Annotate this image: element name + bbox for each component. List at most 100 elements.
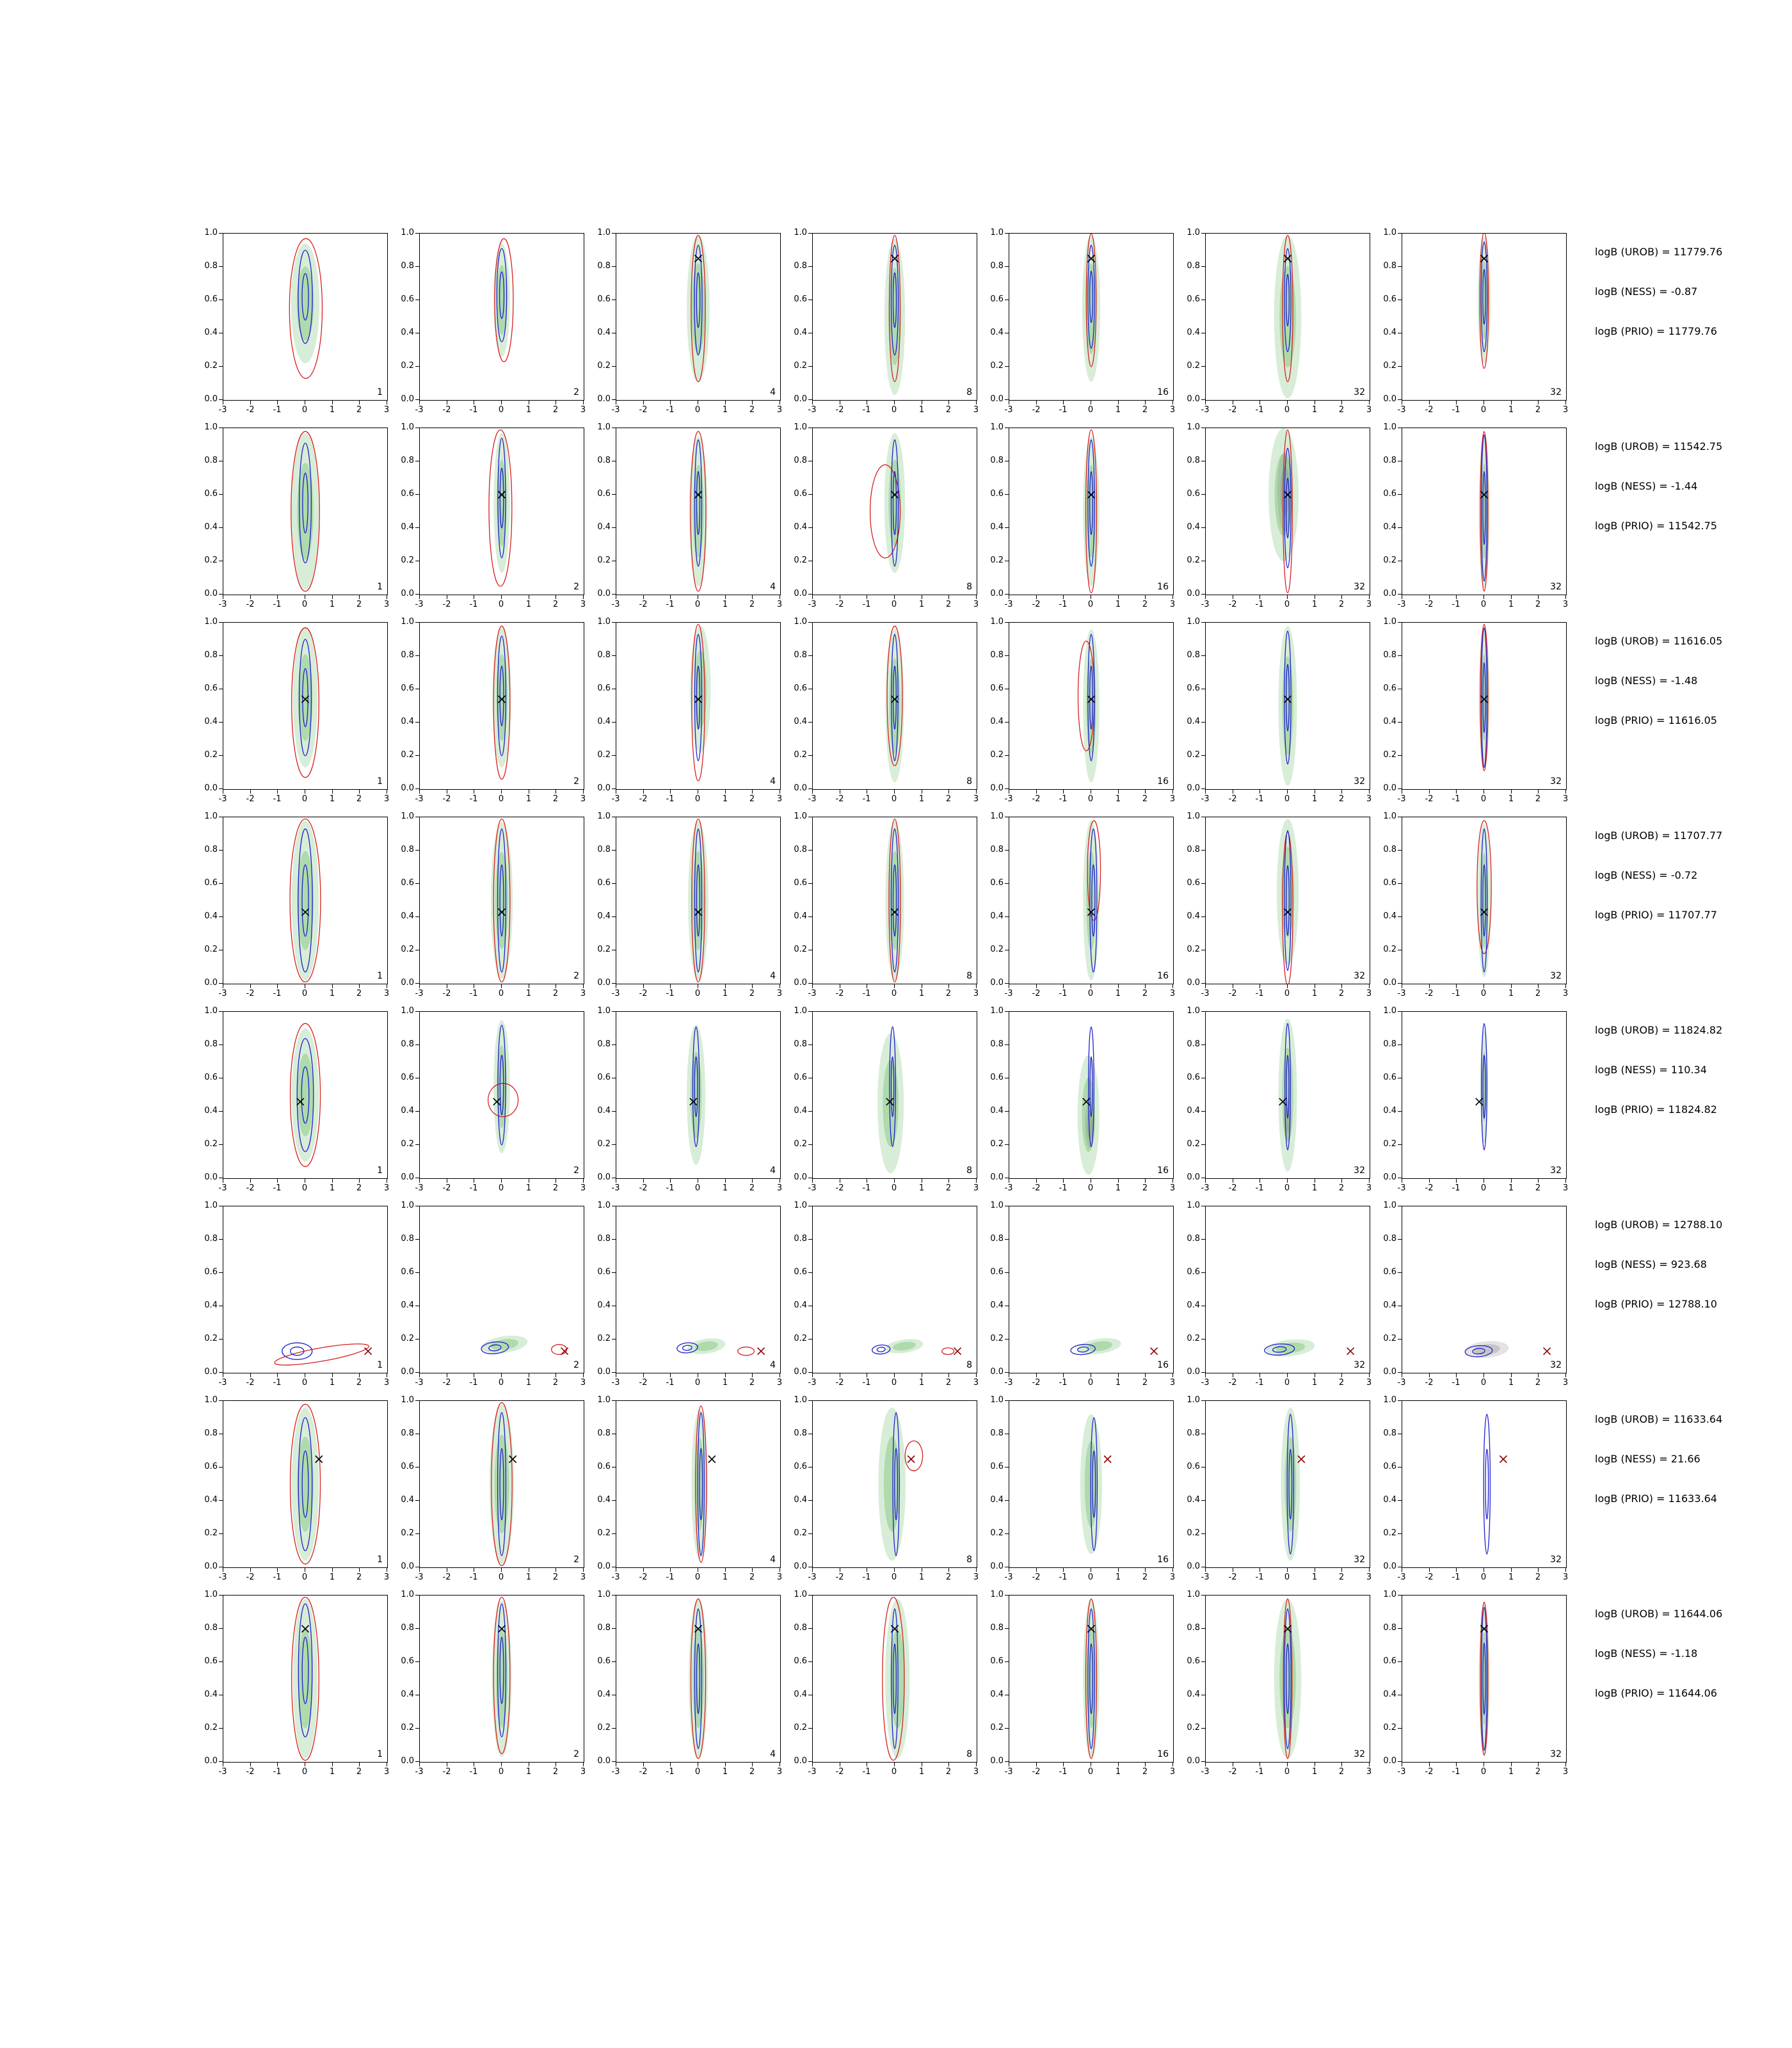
y-tick-mark: [612, 1595, 616, 1596]
y-tick-label: 0.8: [1383, 845, 1396, 854]
y-tick-label: 0.0: [990, 1367, 1004, 1377]
x-tick-label: 2: [1142, 600, 1148, 609]
blue-contour-inner: [1089, 470, 1093, 536]
x-tick-label: 0: [1284, 794, 1290, 804]
x-tick-label: -3: [218, 989, 227, 998]
y-tick-mark: [415, 655, 419, 656]
contour-plot: [493, 238, 514, 362]
x-tick-label: -2: [639, 405, 648, 415]
x-tick-mark: [1205, 790, 1206, 794]
y-tick-label: 0.8: [204, 845, 218, 854]
x-tick-mark: [894, 984, 895, 988]
y-tick-mark: [612, 883, 616, 884]
x-tick-mark: [976, 595, 977, 599]
x-tick-mark: [1429, 595, 1430, 599]
y-tick-mark: [612, 1761, 616, 1762]
y-tick-mark: [415, 233, 419, 234]
y-tick-mark: [1201, 916, 1205, 917]
x-tick-label: -3: [1201, 989, 1210, 998]
y-tick-mark: [219, 233, 223, 234]
x-tick-mark: [1118, 1179, 1119, 1183]
y-tick-mark: [1201, 366, 1205, 367]
y-tick-mark: [808, 1533, 812, 1534]
y-tick-mark: [1201, 1595, 1205, 1596]
x-tick-label: -3: [218, 600, 227, 609]
y-tick-mark: [1005, 722, 1009, 723]
y-tick-mark: [1005, 755, 1009, 756]
contour-plot: [1083, 1598, 1100, 1759]
y-tick-label: 0.4: [204, 328, 218, 337]
kde-fill: [877, 1033, 904, 1174]
x-tick-mark: [1145, 401, 1146, 404]
plot-area: 1: [223, 428, 388, 595]
x-tick-mark: [1205, 401, 1206, 404]
x-tick-label: -2: [442, 405, 451, 415]
blue-contour: [282, 1342, 313, 1360]
kde-fill: [1278, 1018, 1297, 1172]
y-tick-label: 0.4: [794, 1106, 807, 1116]
plot-area: 32: [1402, 428, 1567, 595]
y-tick-label: 0.6: [204, 294, 218, 304]
x-tick-label: 3: [580, 1183, 586, 1193]
y-tick-label: 0.0: [990, 783, 1004, 793]
y-tick-label: 0.2: [1187, 1139, 1200, 1149]
y-tick-label: 0.4: [1383, 328, 1396, 337]
y-tick-label: 1.0: [597, 422, 611, 432]
y-tick-mark: [1398, 1239, 1402, 1240]
x-tick-label: -1: [862, 1183, 871, 1193]
y-tick-label: 0.8: [401, 1039, 414, 1049]
logb-line: logB (NESS) = -1.44: [1595, 480, 1698, 492]
y-tick-label: 0.2: [597, 1528, 611, 1538]
x-tick-label: 3: [580, 1767, 586, 1777]
x-tick-mark: [1341, 984, 1342, 988]
y-tick-label: 0.0: [794, 394, 807, 404]
x-tick-label: 2: [1338, 794, 1345, 804]
x-tick-mark: [1456, 1568, 1457, 1572]
contour-plot: [1464, 1341, 1551, 1358]
y-tick-mark: [1005, 1661, 1009, 1662]
y-tick-label: 0.8: [1383, 1623, 1396, 1633]
y-tick-label: 0.0: [204, 1367, 218, 1377]
plot-area: 32: [1402, 1206, 1567, 1373]
y-tick-label: 1.0: [1187, 228, 1200, 237]
blue-contour-inner: [499, 1054, 504, 1116]
y-tick-label: 0.4: [204, 1690, 218, 1699]
y-tick-mark: [1398, 233, 1402, 234]
x-tick-label: 2: [1535, 989, 1541, 998]
contour-plot: [1475, 1023, 1488, 1151]
x-tick-label: 3: [1169, 1183, 1176, 1193]
y-tick-label: 0.6: [1187, 684, 1200, 693]
x-marker: [497, 1624, 506, 1633]
x-tick-mark: [419, 984, 420, 988]
red-contour: [690, 431, 707, 592]
x-tick-label: 0: [1087, 1767, 1094, 1777]
blue-contour-inner: [1286, 1643, 1290, 1715]
x-tick-label: 1: [1311, 600, 1318, 609]
x-tick-label: -2: [639, 600, 648, 609]
y-tick-label: 0.8: [204, 261, 218, 271]
y-tick-label: 0.0: [597, 1756, 611, 1766]
y-tick-label: 0.4: [1383, 911, 1396, 921]
y-tick-label: 1.0: [401, 422, 414, 432]
x-tick-mark: [1145, 595, 1146, 599]
x-tick-label: -2: [1425, 794, 1434, 804]
x-tick-mark: [1063, 790, 1064, 794]
x-tick-mark: [1565, 1568, 1566, 1572]
x-marker: [757, 1347, 765, 1356]
kde-fill-inner: [1274, 453, 1293, 536]
kde-fill-inner: [1087, 1110, 1093, 1140]
blue-contour: [1464, 1345, 1493, 1357]
x-tick-label: -3: [611, 405, 620, 415]
x-tick-label: 0: [301, 794, 308, 804]
x-tick-mark: [1145, 1568, 1146, 1572]
x-tick-label: 1: [329, 989, 335, 998]
x-tick-label: 1: [722, 794, 728, 804]
y-tick-label: 0.6: [597, 489, 611, 499]
x-tick-mark: [894, 1179, 895, 1183]
x-tick-mark: [1565, 1179, 1566, 1183]
y-tick-mark: [1201, 1467, 1205, 1468]
x-tick-label: -3: [1004, 794, 1013, 804]
x-tick-mark: [725, 984, 726, 988]
x-tick-label: 2: [1142, 1378, 1148, 1388]
x-tick-mark: [1287, 1373, 1288, 1377]
